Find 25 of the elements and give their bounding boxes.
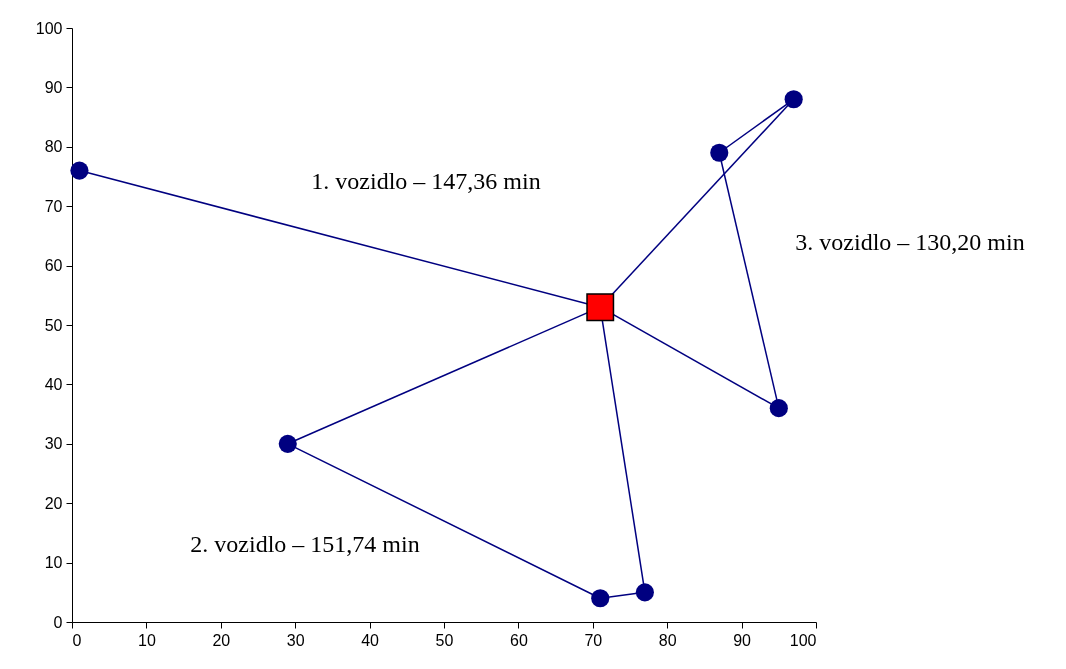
y-tick-label: 30 [44, 435, 63, 453]
annotation: 2. vozidlo – 151,74 min [190, 531, 420, 557]
y-tick-label: 70 [44, 197, 63, 215]
y-tick-label: 20 [44, 494, 63, 512]
y-tick-label: 60 [44, 257, 63, 275]
x-tick-label: 30 [286, 631, 305, 649]
x-tick-label: 50 [435, 631, 454, 649]
annotation: 3. vozidlo – 130,20 min [795, 229, 1025, 255]
y-tick-label: 80 [44, 138, 63, 156]
x-tick-label: 40 [361, 631, 380, 649]
x-tick-label: 80 [658, 631, 677, 649]
y-tick-label: 90 [44, 78, 63, 96]
x-tick-label: 90 [733, 631, 752, 649]
x-tick-label: 60 [510, 631, 528, 649]
y-tick-label: 10 [44, 554, 63, 572]
y-tick-label: 0 [53, 613, 63, 631]
annotation: 1. vozidlo – 147,36 min [311, 168, 541, 194]
x-tick-label: 0 [72, 631, 82, 649]
x-tick-label: 20 [212, 631, 231, 649]
x-tick-label: 70 [584, 631, 603, 649]
x-tick-label: 100 [789, 631, 817, 649]
y-tick-label: 50 [44, 316, 63, 334]
y-tick-label: 40 [44, 375, 63, 393]
x-tick-label: 10 [138, 631, 156, 649]
y-tick-label: 100 [35, 19, 63, 37]
